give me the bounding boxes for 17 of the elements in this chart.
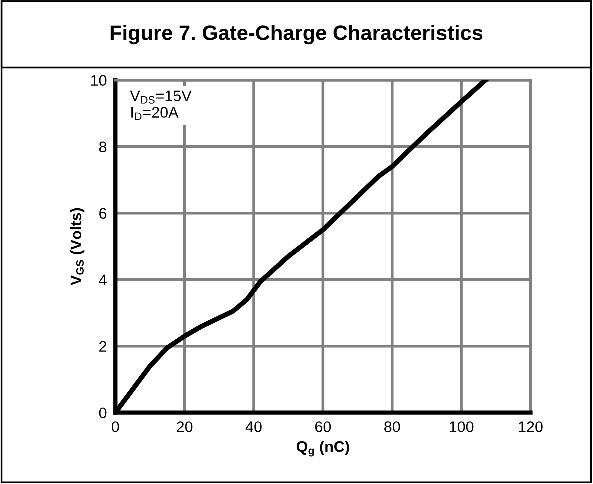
y-tick-label: 2 (100, 341, 107, 352)
x-tick-label: 100 (450, 422, 474, 432)
chart-title: Figure 7. Gate-Charge Characteristics (110, 25, 483, 45)
x-tick-label: 80 (384, 422, 400, 432)
x-axis-title: Q$_{g}$ (nC) (296, 440, 350, 457)
y-tick-label: 10 (91, 75, 107, 86)
x-tick-label: 20 (177, 422, 193, 432)
x-tick-label: 40 (246, 422, 262, 432)
text: V$_{DS}$=15V I$_{D}$=20A (130, 90, 192, 120)
y-tick-label: 4 (99, 274, 107, 286)
x-tick-label: 120 (519, 422, 543, 432)
y-tick-label: 0 (99, 408, 107, 419)
y-tick-label: 6 (100, 208, 107, 220)
y-tick-label: 8 (99, 142, 107, 153)
x-tick-label: 0 (112, 422, 120, 432)
y-axis-title: V$_{GS}$ (Volts) (70, 208, 85, 286)
x-tick-label: 60 (315, 422, 332, 432)
